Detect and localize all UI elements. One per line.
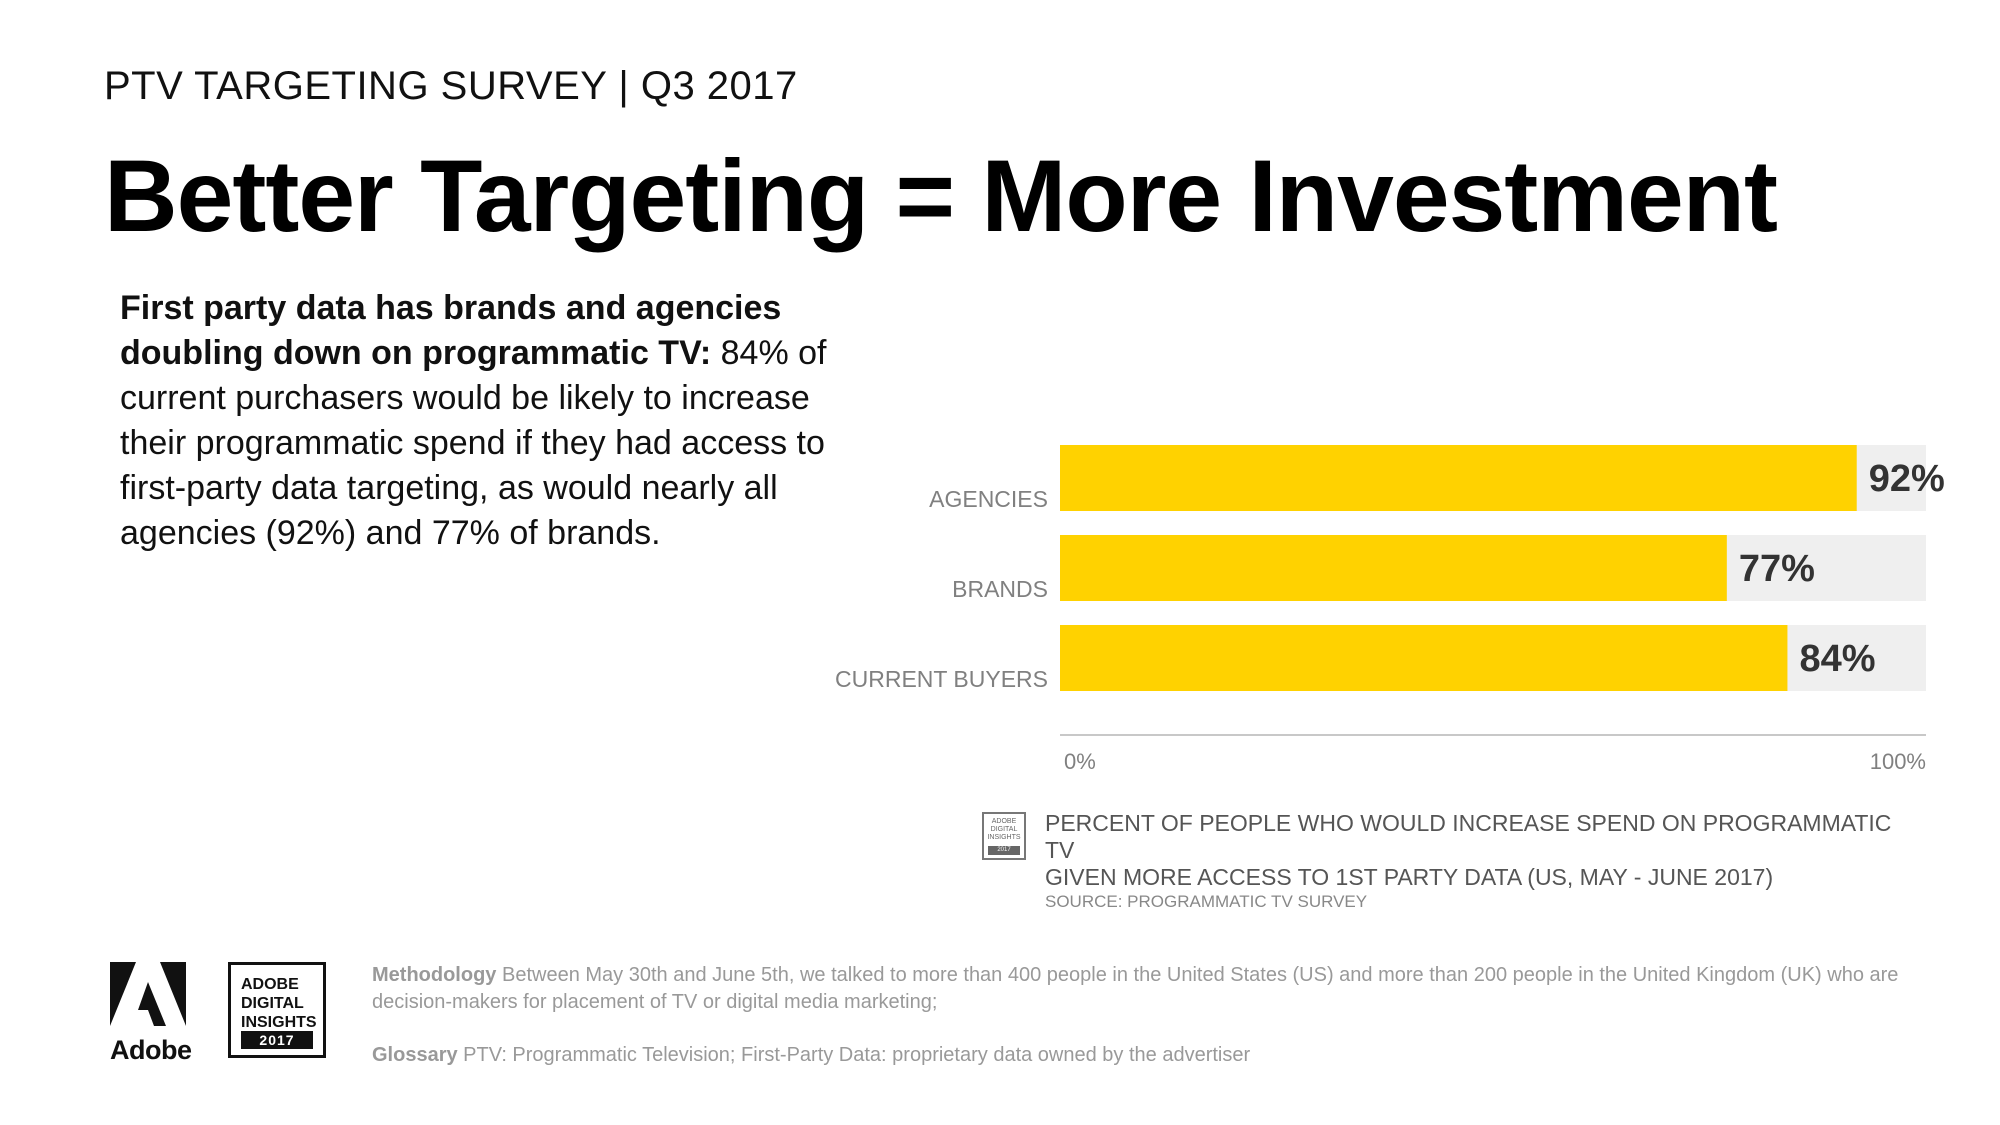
bar-chart: AGENCIES BRANDS CURRENT BUYERS 92% 77% 84% 0… [835,445,1945,774]
adi-logo: ADOBE DIGITAL INSIGHTS 2017 [228,962,326,1058]
adobe-logo: Adobe [110,962,192,1066]
caption-source: SOURCE: PROGRAMMATIC TV SURVEY [1045,892,1368,911]
adi-small-year: 2017 [988,846,1020,855]
intro-bold: First party data has brands and agencies… [120,289,782,372]
adi-small-line: ADOBE [991,818,1017,825]
adobe-mark-icon [110,962,186,1026]
value-label: 77% [1739,548,1815,590]
methodology-text: Between May 30th and June 5th, we talked… [372,964,1899,1013]
page-title: Better Targeting = More Investment [104,139,1778,253]
bar-current-buyers [1060,625,1788,691]
glossary-text: PTV: Programmatic Television; First-Part… [457,1044,1251,1066]
adi-small-line: INSIGHTS [987,834,1021,841]
adobe-wordmark: Adobe [110,1035,192,1065]
intro-paragraph: First party data has brands and agencies… [120,286,850,556]
eyebrow-title: PTV TARGETING SURVEY | Q3 2017 [104,64,798,108]
methodology-label: Methodology [372,964,497,986]
bar-agencies [1060,445,1857,511]
caption-line-2: GIVEN MORE ACCESS TO 1ST PARTY DATA (US,… [1045,864,1774,890]
value-label: 84% [1799,638,1875,680]
adi-small-line: DIGITAL [990,826,1018,833]
category-label: BRANDS [952,576,1048,602]
category-label: CURRENT BUYERS [835,666,1048,692]
methodology-note: Methodology Between May 30th and June 5t… [372,962,1912,1016]
x-tick-label: 0% [1064,749,1096,774]
adi-badge-small: ADOBE DIGITAL INSIGHTS 2017 [982,812,1026,860]
chart-caption: PERCENT OF PEOPLE WHO WOULD INCREASE SPE… [1045,810,1905,913]
intro-rest: 84% of current purchasers would be likel… [120,334,827,552]
glossary-note: Glossary PTV: Programmatic Television; F… [372,1042,1912,1069]
bar-brands [1060,535,1727,601]
category-label: AGENCIES [929,486,1048,512]
adi-logo-line: INSIGHTS [241,1014,317,1031]
glossary-label: Glossary [372,1044,458,1066]
adi-logo-year: 2017 [241,1031,313,1049]
adi-logo-line: ADOBE [241,976,299,993]
adi-logo-line: DIGITAL [241,995,304,1012]
value-label: 92% [1869,458,1945,500]
caption-line-1: PERCENT OF PEOPLE WHO WOULD INCREASE SPE… [1045,810,1892,863]
x-tick-label: 100% [1870,749,1926,774]
